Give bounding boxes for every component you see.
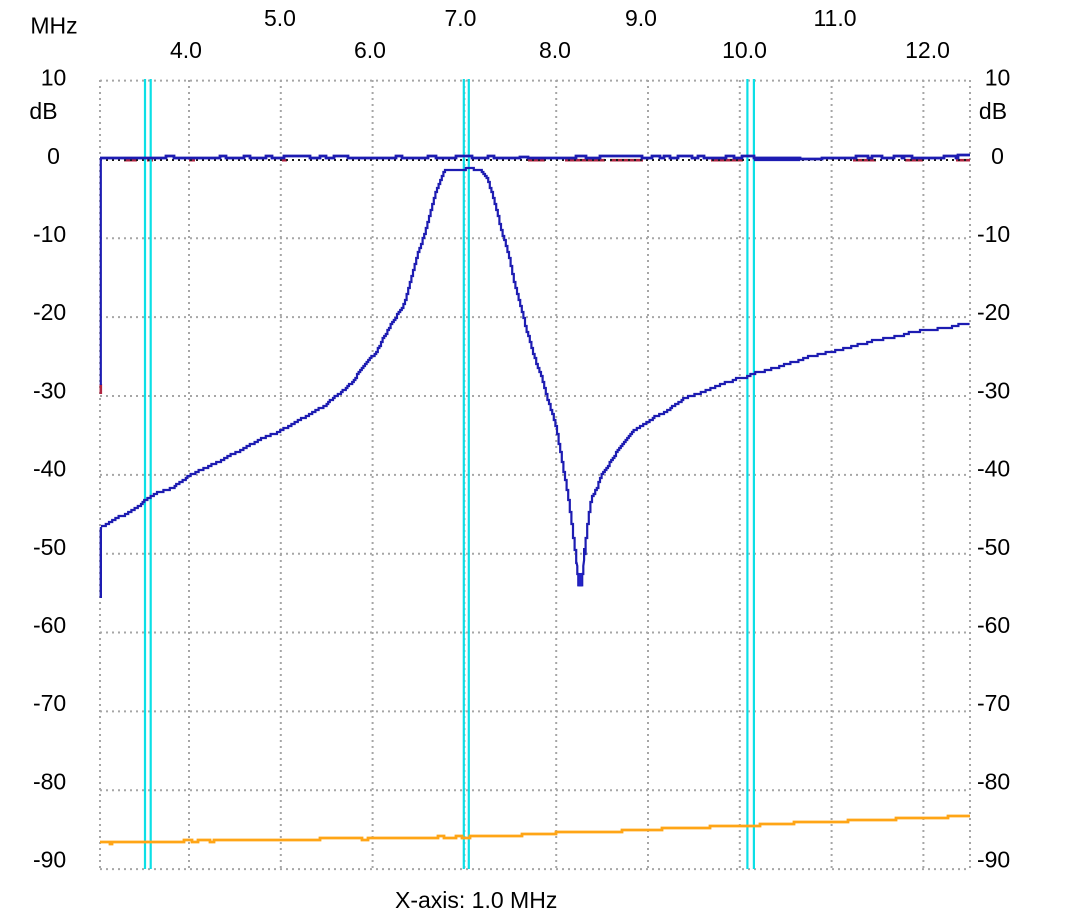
svg-text:4.0: 4.0	[170, 37, 202, 63]
svg-text:10: 10	[41, 65, 67, 91]
svg-text:MHz: MHz	[30, 13, 77, 39]
svg-text:-60: -60	[977, 612, 1010, 638]
svg-text:0: 0	[991, 143, 1004, 169]
svg-text:-20: -20	[977, 299, 1010, 325]
svg-text:dB: dB	[29, 98, 57, 124]
svg-text:10.0: 10.0	[722, 37, 767, 63]
svg-text:-20: -20	[33, 299, 66, 325]
svg-text:7.0: 7.0	[445, 5, 477, 31]
svg-text:10: 10	[985, 65, 1011, 91]
svg-text:-80: -80	[977, 768, 1010, 794]
svg-text:-50: -50	[33, 534, 66, 560]
svg-text:0: 0	[47, 143, 60, 169]
svg-text:12.0: 12.0	[905, 37, 950, 63]
svg-text:-90: -90	[33, 847, 66, 873]
svg-text:8.0: 8.0	[539, 37, 571, 63]
svg-text:-50: -50	[977, 534, 1010, 560]
svg-text:11.0: 11.0	[813, 5, 856, 31]
svg-text:5.0: 5.0	[264, 5, 296, 31]
svg-text:-10: -10	[33, 221, 66, 247]
svg-text:-60: -60	[33, 612, 66, 638]
svg-text:-70: -70	[33, 690, 66, 716]
svg-text:-10: -10	[977, 221, 1010, 247]
svg-text:9.0: 9.0	[625, 5, 657, 31]
svg-text:6.0: 6.0	[354, 37, 386, 63]
svg-text:-80: -80	[33, 768, 66, 794]
svg-text:-30: -30	[33, 377, 66, 403]
svg-text:-70: -70	[977, 690, 1010, 716]
svg-text:-40: -40	[977, 456, 1010, 482]
svg-text:-40: -40	[33, 456, 66, 482]
svg-text:-30: -30	[977, 377, 1010, 403]
svg-text:X-axis: 1.0 MHz: X-axis: 1.0 MHz	[395, 887, 557, 913]
svg-text:-90: -90	[977, 847, 1010, 873]
svg-text:dB: dB	[979, 98, 1007, 124]
